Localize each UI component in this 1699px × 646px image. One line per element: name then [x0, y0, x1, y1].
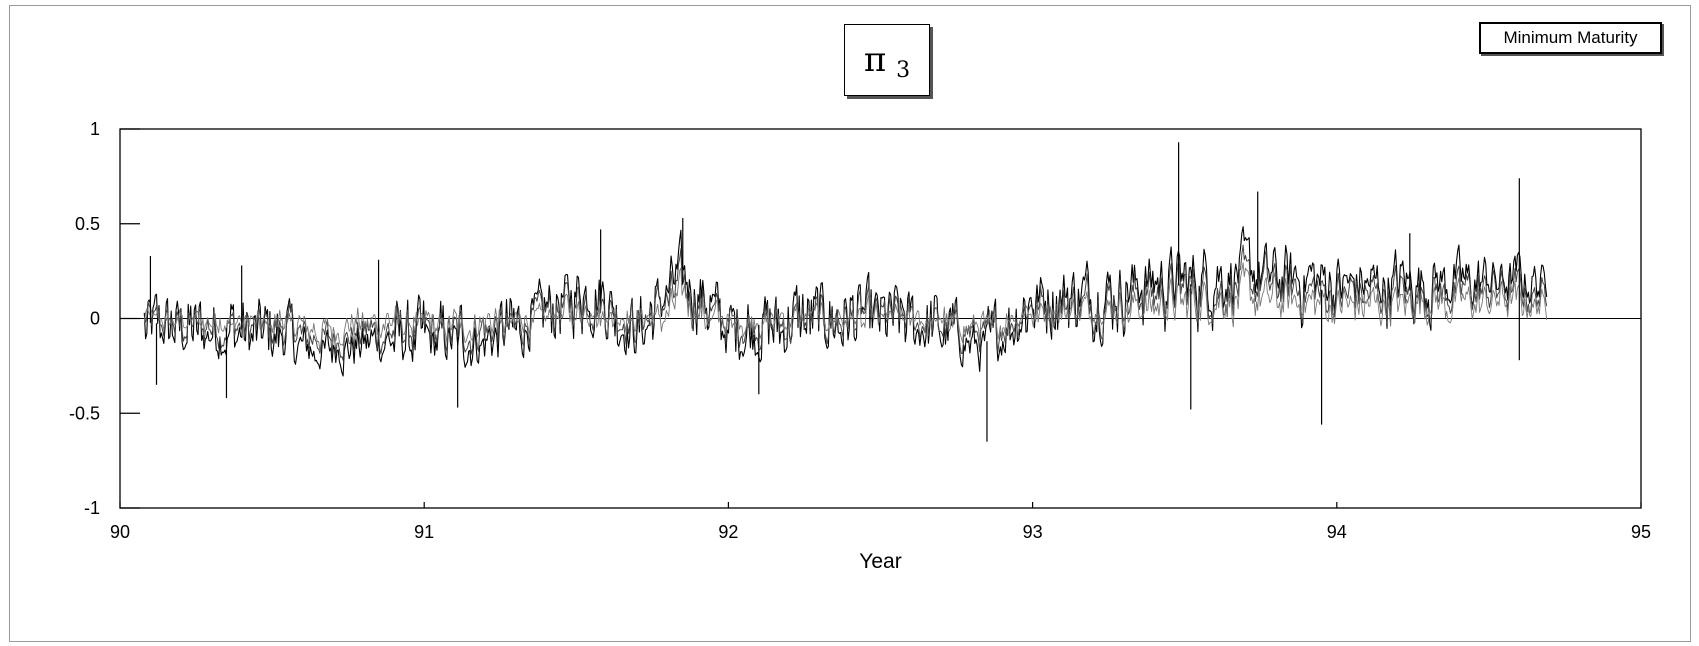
- legend-label: Minimum Maturity: [1503, 28, 1638, 47]
- title-symbol: π: [863, 40, 887, 80]
- title-subscript: 3: [896, 57, 911, 83]
- x-tick-label: 91: [414, 522, 434, 542]
- series-group: [143, 142, 1548, 442]
- chart-title: π 3: [844, 24, 930, 96]
- y-tick-label: -1: [84, 498, 100, 518]
- x-tick-label: 90: [110, 522, 130, 542]
- x-tick-label: 93: [1023, 522, 1043, 542]
- y-tick-label: 0.5: [75, 214, 100, 234]
- x-tick-label: 92: [718, 522, 738, 542]
- legend: Minimum Maturity: [1479, 22, 1662, 54]
- y-tick-label: 1: [90, 119, 100, 139]
- series-line-2: [143, 244, 1548, 361]
- x-tick-label: 95: [1631, 522, 1651, 542]
- y-tick-label: -0.5: [69, 403, 100, 423]
- x-axis-label: Year: [859, 550, 901, 573]
- x-tick-label: 94: [1327, 522, 1347, 542]
- chart-frame: [9, 5, 1691, 642]
- y-tick-label: 0: [90, 309, 100, 329]
- axis-labels: 1 0.5 0 -0.5 -1 90 91 92 93 94 95 Year: [69, 119, 1651, 573]
